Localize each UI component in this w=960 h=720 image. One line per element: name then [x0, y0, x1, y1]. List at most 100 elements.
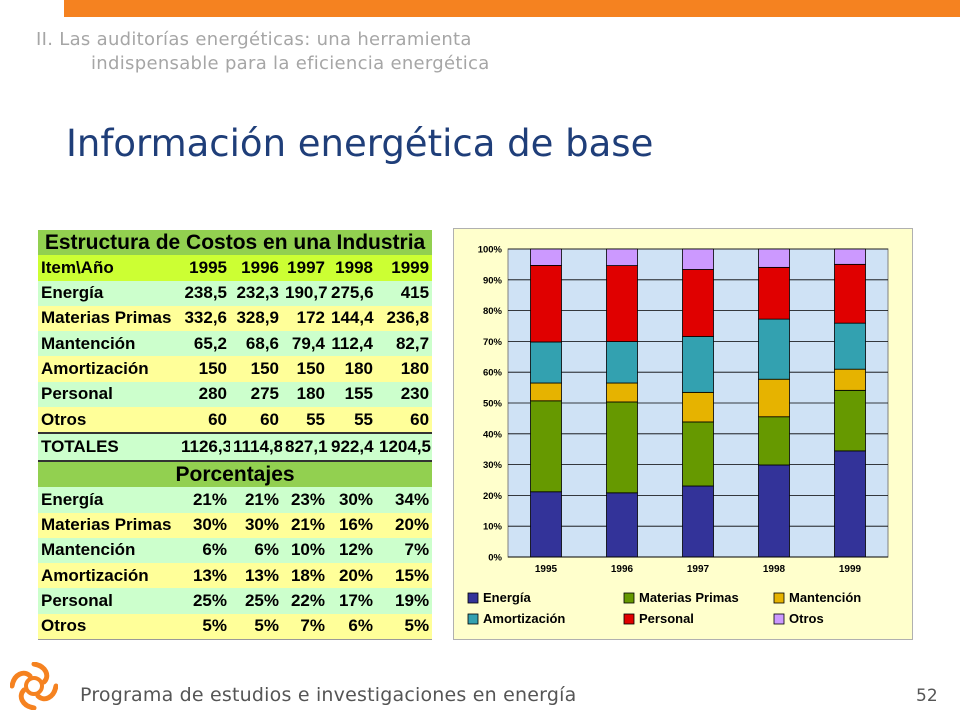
y-tick-label: 70% [483, 337, 503, 348]
bar-segment [682, 485, 714, 558]
value-cell: 13% [230, 563, 282, 589]
table-row: Otros 5% 5% 7% 6% 5% [38, 613, 433, 640]
table-row: Otros 60 60 55 55 60 [38, 406, 433, 434]
table-header-row: Item\Año 1995 1996 1997 1998 1999 [38, 255, 433, 281]
bar-segment [682, 421, 714, 487]
legend-swatch [773, 592, 785, 604]
row-label: Amortización [38, 356, 178, 382]
year-header-cell: 1995 [178, 255, 230, 281]
y-tick-label: 50% [483, 399, 503, 410]
value-cell: 21% [230, 487, 282, 513]
value-cell: 7% [282, 613, 328, 640]
value-cell: 922,4 [328, 432, 376, 462]
value-cell: 82,7 [376, 331, 433, 357]
value-cell: 34% [376, 487, 433, 513]
value-cell: 6% [230, 537, 282, 564]
bar-segment [530, 341, 562, 384]
value-cell: 16% [328, 512, 376, 538]
row-label: Personal [38, 381, 178, 407]
bar-segment [530, 400, 562, 493]
y-tick-label: 80% [483, 306, 503, 317]
table-title-row: Estructura de Costos en una Industria [38, 230, 433, 256]
row-label: TOTALES [38, 432, 178, 462]
value-cell: 328,9 [230, 305, 282, 332]
bar-segment [606, 382, 638, 403]
header-cell: Item\Año [38, 255, 178, 281]
value-cell: 60 [178, 406, 230, 434]
year-header-cell: 1997 [282, 255, 328, 281]
value-cell: 18% [282, 563, 328, 589]
bar-segment [682, 248, 714, 270]
value-cell: 12% [328, 537, 376, 564]
value-cell: 10% [282, 537, 328, 564]
row-label: Materias Primas [38, 512, 178, 538]
bar-segment [682, 391, 714, 423]
bar-segment [682, 269, 714, 337]
value-cell: 55 [328, 406, 376, 434]
bar-segment [530, 265, 562, 343]
bar-segment [758, 378, 790, 418]
table-row: Amortización 13% 13% 18% 20% 15% [38, 563, 433, 589]
value-cell: 1114,8 [230, 432, 282, 462]
table-row: Energía 21% 21% 23% 30% 34% [38, 487, 433, 513]
section-title-line2: indispensable para la eficiencia energét… [91, 53, 490, 74]
x-tick-label: 1999 [839, 564, 862, 575]
value-cell: 20% [328, 563, 376, 589]
bar-segment [758, 416, 790, 466]
value-cell: 6% [328, 613, 376, 640]
value-cell: 5% [376, 613, 433, 640]
value-cell: 60 [230, 406, 282, 434]
bar-segment [682, 336, 714, 393]
year-header-cell: 1996 [230, 255, 282, 281]
x-tick-label: 1996 [611, 564, 634, 575]
page-title: Información energética de base [66, 122, 654, 165]
section-title: II. Las auditorías energéticas: una herr… [36, 28, 490, 76]
stacked-bar-chart: 0% 10% 20% 30% 40% 50% 60% 70% 80% 90% 100% 1995 199… [453, 228, 913, 640]
value-cell: 30% [178, 512, 230, 538]
value-cell: 1126,3 [178, 432, 230, 462]
percentages-title-row: Porcentajes [38, 460, 433, 488]
table-title: Estructura de Costos en una Industria [38, 230, 433, 256]
chart-svg: 0% 10% 20% 30% 40% 50% 60% 70% 80% 90% 100% 1995 199… [467, 245, 889, 626]
row-label: Energía [38, 280, 178, 306]
value-cell: 25% [230, 588, 282, 614]
bar-segment [606, 341, 638, 384]
value-cell: 180 [376, 356, 433, 382]
bar-segment [758, 248, 790, 268]
legend-label: Materias Primas [639, 590, 739, 605]
value-cell: 30% [230, 512, 282, 538]
table-row: Personal 280 275 180 155 230 [38, 381, 433, 407]
value-cell: 190,7 [282, 280, 328, 306]
value-cell: 172 [282, 305, 328, 332]
table-row: Materias Primas 30% 30% 21% 16% 20% [38, 512, 433, 538]
legend-swatch [773, 613, 785, 625]
x-tick-label: 1997 [687, 564, 710, 575]
value-cell: 79,4 [282, 331, 328, 357]
table-row: Mantención 6% 6% 10% 12% 7% [38, 537, 433, 564]
value-cell: 155 [328, 381, 376, 407]
value-cell: 25% [178, 588, 230, 614]
row-label: Personal [38, 588, 178, 614]
table-row: Materias Primas 332,6 328,9 172 144,4 236,8 [38, 305, 433, 332]
value-cell: 21% [178, 487, 230, 513]
value-cell: 19% [376, 588, 433, 614]
year-header-cell: 1999 [376, 255, 433, 281]
percentages-title: Porcentajes [38, 460, 433, 488]
value-cell: 150 [178, 356, 230, 382]
value-cell: 68,6 [230, 331, 282, 357]
y-tick-label: 100% [478, 245, 503, 256]
bar-segment [758, 266, 790, 320]
y-tick-label: 20% [483, 491, 503, 502]
swirl-logo-icon [10, 662, 58, 710]
legend-swatch [467, 592, 479, 604]
value-cell: 112,4 [328, 331, 376, 357]
bar-segment [530, 491, 562, 558]
value-cell: 180 [282, 381, 328, 407]
table-row: Personal 25% 25% 22% 17% 19% [38, 588, 433, 614]
value-cell: 150 [230, 356, 282, 382]
bar-segment [530, 248, 562, 266]
value-cell: 55 [282, 406, 328, 434]
y-tick-label: 30% [483, 460, 503, 471]
row-label: Mantención [38, 331, 178, 357]
y-tick-label: 60% [483, 368, 503, 379]
